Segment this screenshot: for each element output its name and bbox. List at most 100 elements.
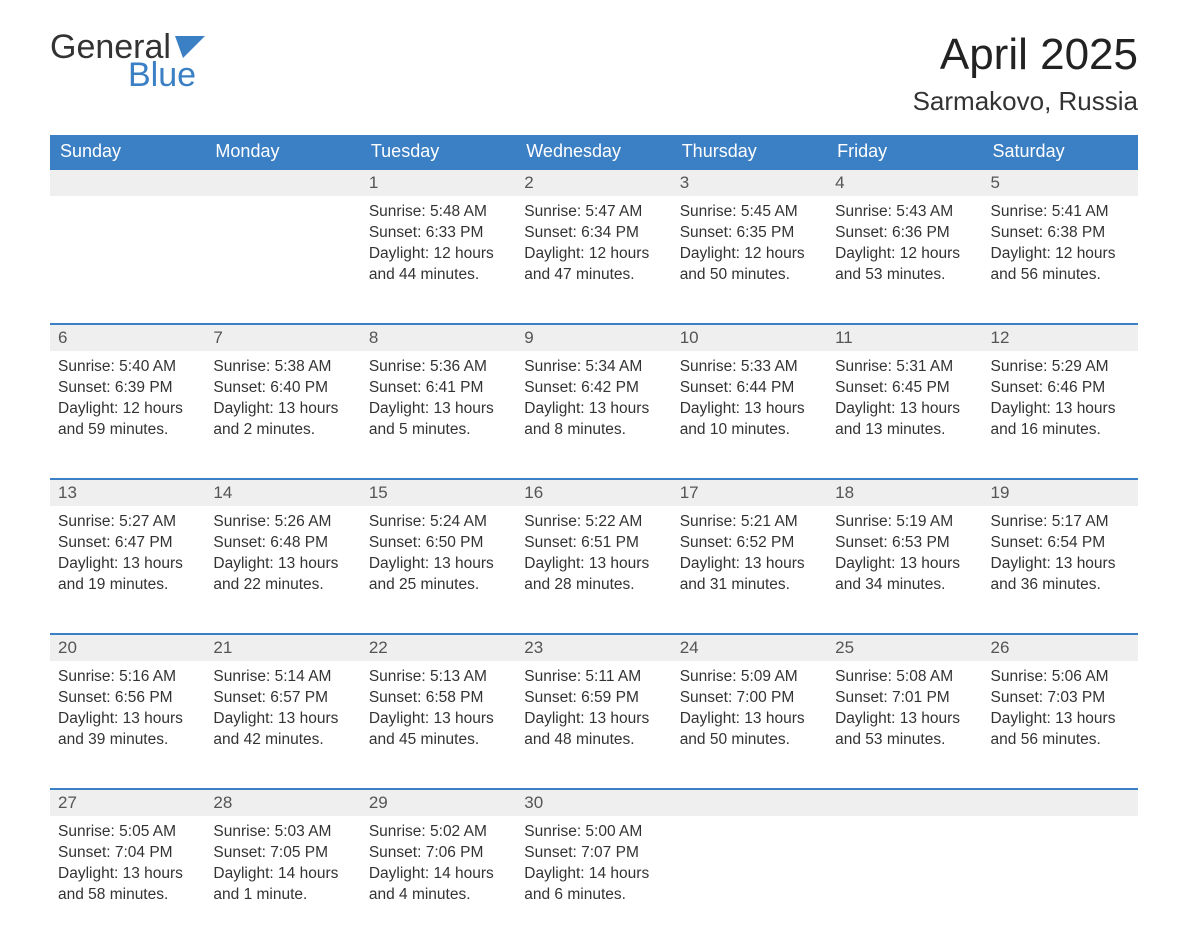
sunrise-line: Sunrise: 5:09 AM bbox=[680, 667, 819, 688]
day-content-cell: Sunrise: 5:22 AMSunset: 6:51 PMDaylight:… bbox=[516, 506, 671, 634]
day-content-cell bbox=[983, 816, 1138, 944]
sunrise-line: Sunrise: 5:43 AM bbox=[835, 202, 974, 223]
day-content-cell: Sunrise: 5:08 AMSunset: 7:01 PMDaylight:… bbox=[827, 661, 982, 789]
weekday-header: Wednesday bbox=[516, 135, 671, 169]
day-content-cell: Sunrise: 5:43 AMSunset: 6:36 PMDaylight:… bbox=[827, 196, 982, 324]
sunset-line: Sunset: 6:50 PM bbox=[369, 533, 508, 554]
day-number-cell: 11 bbox=[827, 324, 982, 351]
sunset-line: Sunset: 6:47 PM bbox=[58, 533, 197, 554]
day-content-cell bbox=[50, 196, 205, 324]
sunrise-line: Sunrise: 5:31 AM bbox=[835, 357, 974, 378]
sunset-line: Sunset: 6:36 PM bbox=[835, 223, 974, 244]
sunrise-line: Sunrise: 5:40 AM bbox=[58, 357, 197, 378]
daylight-line: Daylight: 13 hours and 2 minutes. bbox=[213, 399, 352, 441]
sunrise-line: Sunrise: 5:11 AM bbox=[524, 667, 663, 688]
day-number-cell: 22 bbox=[361, 634, 516, 661]
day-number-cell bbox=[672, 789, 827, 816]
daylight-line: Daylight: 14 hours and 1 minute. bbox=[213, 864, 352, 906]
day-number-cell: 21 bbox=[205, 634, 360, 661]
daylight-line: Daylight: 13 hours and 58 minutes. bbox=[58, 864, 197, 906]
daylight-line: Daylight: 14 hours and 4 minutes. bbox=[369, 864, 508, 906]
sunrise-line: Sunrise: 5:02 AM bbox=[369, 822, 508, 843]
sunset-line: Sunset: 6:57 PM bbox=[213, 688, 352, 709]
location: Sarmakovo, Russia bbox=[913, 86, 1138, 117]
sunrise-line: Sunrise: 5:03 AM bbox=[213, 822, 352, 843]
content-row: Sunrise: 5:05 AMSunset: 7:04 PMDaylight:… bbox=[50, 816, 1138, 944]
weekday-header: Thursday bbox=[672, 135, 827, 169]
sunset-line: Sunset: 7:03 PM bbox=[991, 688, 1130, 709]
day-number-cell: 3 bbox=[672, 169, 827, 196]
sunrise-line: Sunrise: 5:19 AM bbox=[835, 512, 974, 533]
day-content-cell: Sunrise: 5:36 AMSunset: 6:41 PMDaylight:… bbox=[361, 351, 516, 479]
day-content-cell: Sunrise: 5:48 AMSunset: 6:33 PMDaylight:… bbox=[361, 196, 516, 324]
logo-word-blue: Blue bbox=[128, 58, 205, 92]
sunset-line: Sunset: 6:40 PM bbox=[213, 378, 352, 399]
sunrise-line: Sunrise: 5:06 AM bbox=[991, 667, 1130, 688]
calendar-body: 12345Sunrise: 5:48 AMSunset: 6:33 PMDayl… bbox=[50, 169, 1138, 944]
sunrise-line: Sunrise: 5:22 AM bbox=[524, 512, 663, 533]
daylight-line: Daylight: 13 hours and 39 minutes. bbox=[58, 709, 197, 751]
calendar-head: SundayMondayTuesdayWednesdayThursdayFrid… bbox=[50, 135, 1138, 169]
sunset-line: Sunset: 7:00 PM bbox=[680, 688, 819, 709]
day-content-cell: Sunrise: 5:03 AMSunset: 7:05 PMDaylight:… bbox=[205, 816, 360, 944]
content-row: Sunrise: 5:48 AMSunset: 6:33 PMDaylight:… bbox=[50, 196, 1138, 324]
day-content-cell bbox=[205, 196, 360, 324]
day-content-cell: Sunrise: 5:41 AMSunset: 6:38 PMDaylight:… bbox=[983, 196, 1138, 324]
content-row: Sunrise: 5:40 AMSunset: 6:39 PMDaylight:… bbox=[50, 351, 1138, 479]
sunrise-line: Sunrise: 5:13 AM bbox=[369, 667, 508, 688]
sunrise-line: Sunrise: 5:34 AM bbox=[524, 357, 663, 378]
daylight-line: Daylight: 12 hours and 53 minutes. bbox=[835, 244, 974, 286]
daylight-line: Daylight: 12 hours and 59 minutes. bbox=[58, 399, 197, 441]
daylight-line: Daylight: 12 hours and 56 minutes. bbox=[991, 244, 1130, 286]
sunrise-line: Sunrise: 5:17 AM bbox=[991, 512, 1130, 533]
sunset-line: Sunset: 6:44 PM bbox=[680, 378, 819, 399]
weekday-header: Tuesday bbox=[361, 135, 516, 169]
day-number-cell bbox=[50, 169, 205, 196]
day-content-cell: Sunrise: 5:09 AMSunset: 7:00 PMDaylight:… bbox=[672, 661, 827, 789]
day-content-cell: Sunrise: 5:27 AMSunset: 6:47 PMDaylight:… bbox=[50, 506, 205, 634]
sunset-line: Sunset: 6:46 PM bbox=[991, 378, 1130, 399]
day-number-cell: 10 bbox=[672, 324, 827, 351]
content-row: Sunrise: 5:16 AMSunset: 6:56 PMDaylight:… bbox=[50, 661, 1138, 789]
daylight-line: Daylight: 14 hours and 6 minutes. bbox=[524, 864, 663, 906]
day-number-cell: 2 bbox=[516, 169, 671, 196]
daylight-line: Daylight: 13 hours and 45 minutes. bbox=[369, 709, 508, 751]
day-number-cell bbox=[205, 169, 360, 196]
day-number-cell: 20 bbox=[50, 634, 205, 661]
day-number-cell bbox=[983, 789, 1138, 816]
weekday-header: Monday bbox=[205, 135, 360, 169]
sunrise-line: Sunrise: 5:14 AM bbox=[213, 667, 352, 688]
sunset-line: Sunset: 6:51 PM bbox=[524, 533, 663, 554]
day-content-cell: Sunrise: 5:45 AMSunset: 6:35 PMDaylight:… bbox=[672, 196, 827, 324]
day-content-cell: Sunrise: 5:05 AMSunset: 7:04 PMDaylight:… bbox=[50, 816, 205, 944]
day-content-cell: Sunrise: 5:16 AMSunset: 6:56 PMDaylight:… bbox=[50, 661, 205, 789]
sunset-line: Sunset: 6:56 PM bbox=[58, 688, 197, 709]
day-number-cell: 17 bbox=[672, 479, 827, 506]
sunrise-line: Sunrise: 5:27 AM bbox=[58, 512, 197, 533]
daynum-row: 6789101112 bbox=[50, 324, 1138, 351]
day-content-cell: Sunrise: 5:24 AMSunset: 6:50 PMDaylight:… bbox=[361, 506, 516, 634]
weekday-row: SundayMondayTuesdayWednesdayThursdayFrid… bbox=[50, 135, 1138, 169]
content-row: Sunrise: 5:27 AMSunset: 6:47 PMDaylight:… bbox=[50, 506, 1138, 634]
sunrise-line: Sunrise: 5:26 AM bbox=[213, 512, 352, 533]
sunrise-line: Sunrise: 5:00 AM bbox=[524, 822, 663, 843]
day-number-cell: 27 bbox=[50, 789, 205, 816]
day-content-cell: Sunrise: 5:47 AMSunset: 6:34 PMDaylight:… bbox=[516, 196, 671, 324]
weekday-header: Saturday bbox=[983, 135, 1138, 169]
daylight-line: Daylight: 12 hours and 50 minutes. bbox=[680, 244, 819, 286]
day-content-cell: Sunrise: 5:38 AMSunset: 6:40 PMDaylight:… bbox=[205, 351, 360, 479]
day-number-cell: 14 bbox=[205, 479, 360, 506]
sunrise-line: Sunrise: 5:29 AM bbox=[991, 357, 1130, 378]
day-content-cell: Sunrise: 5:17 AMSunset: 6:54 PMDaylight:… bbox=[983, 506, 1138, 634]
day-number-cell: 30 bbox=[516, 789, 671, 816]
day-content-cell: Sunrise: 5:00 AMSunset: 7:07 PMDaylight:… bbox=[516, 816, 671, 944]
sunset-line: Sunset: 6:53 PM bbox=[835, 533, 974, 554]
day-number-cell: 24 bbox=[672, 634, 827, 661]
month-title: April 2025 bbox=[913, 30, 1138, 80]
sunset-line: Sunset: 6:54 PM bbox=[991, 533, 1130, 554]
sunrise-line: Sunrise: 5:41 AM bbox=[991, 202, 1130, 223]
weekday-header: Sunday bbox=[50, 135, 205, 169]
day-content-cell: Sunrise: 5:13 AMSunset: 6:58 PMDaylight:… bbox=[361, 661, 516, 789]
daylight-line: Daylight: 13 hours and 48 minutes. bbox=[524, 709, 663, 751]
daylight-line: Daylight: 13 hours and 56 minutes. bbox=[991, 709, 1130, 751]
